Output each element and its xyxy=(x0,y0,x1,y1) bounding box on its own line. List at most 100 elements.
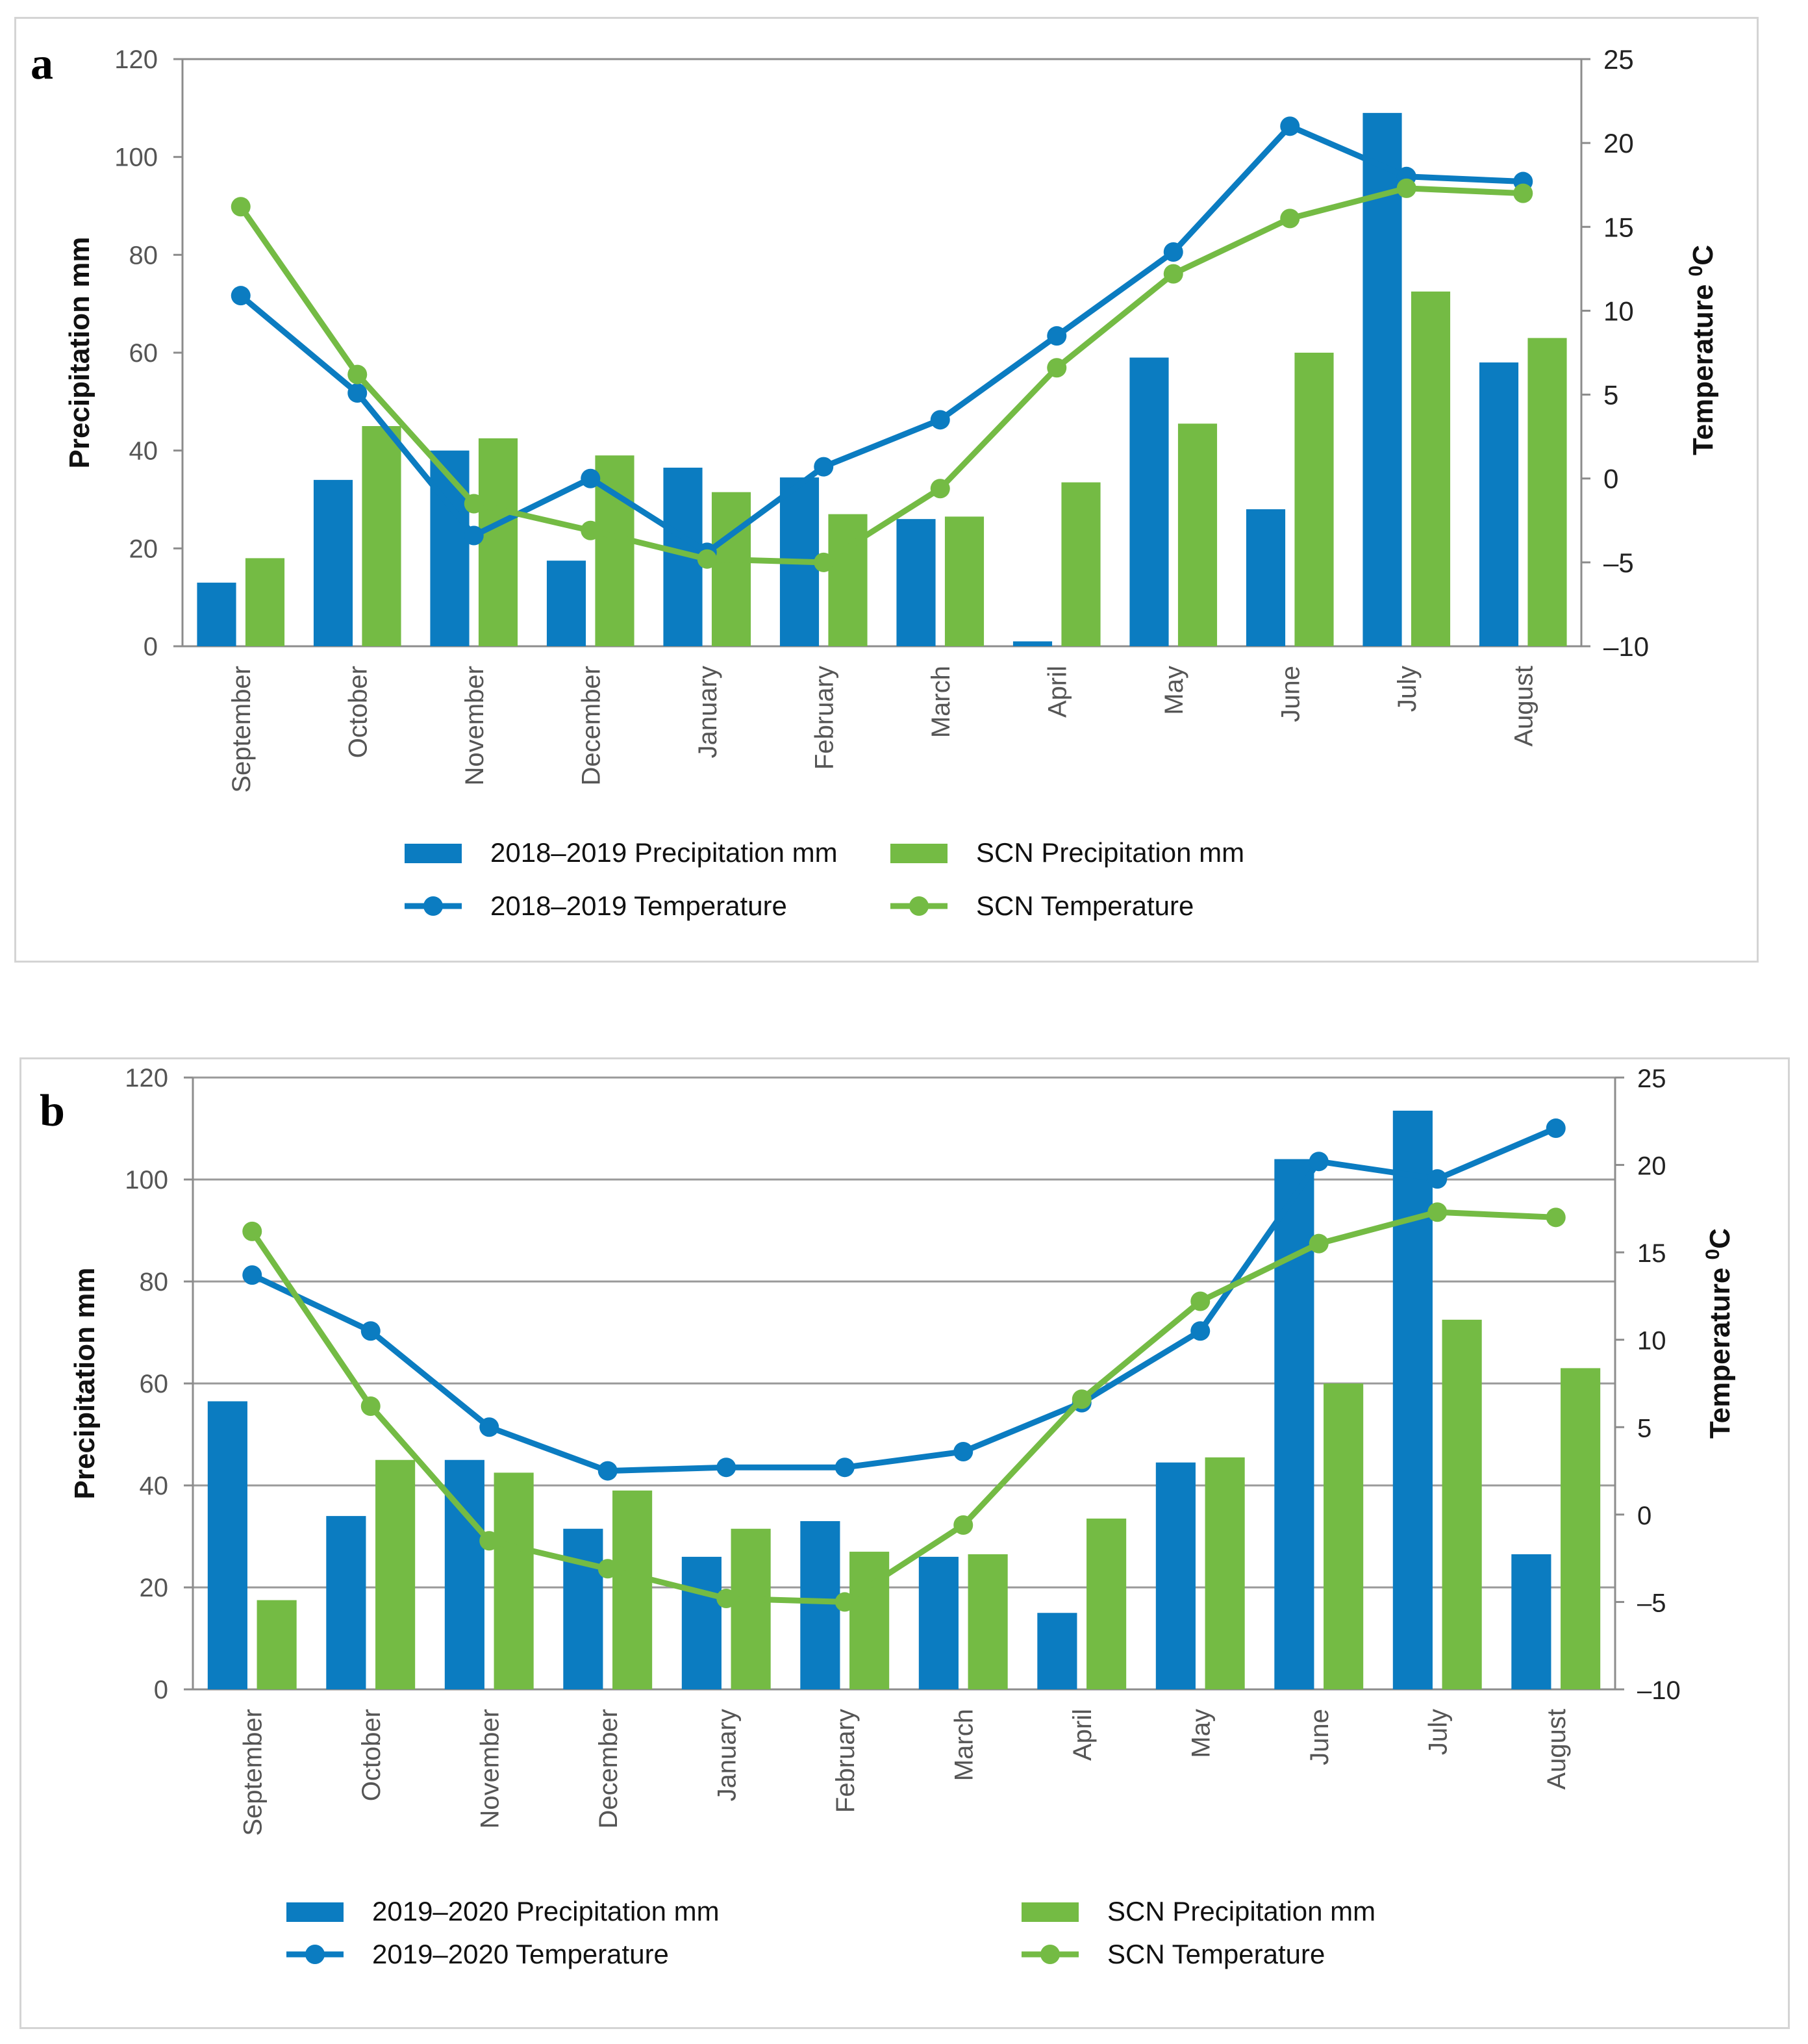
x-tick-label: July xyxy=(1424,1709,1452,1755)
line-point xyxy=(347,383,368,403)
bar xyxy=(681,1556,722,1689)
bar xyxy=(207,1401,247,1689)
line-point xyxy=(930,410,950,430)
bar xyxy=(828,514,868,646)
y2-tick-label: –5 xyxy=(1637,1589,1666,1617)
y2-tick-label: 5 xyxy=(1603,380,1618,410)
y2-axis-title-main: Temperature xyxy=(1687,276,1719,455)
panel-label: a xyxy=(31,39,53,89)
bar xyxy=(313,479,353,646)
bar xyxy=(1155,1462,1196,1689)
y2-tick-label: 20 xyxy=(1637,1152,1666,1181)
line-point xyxy=(1427,1202,1448,1222)
bar xyxy=(1479,362,1519,646)
bar xyxy=(731,1528,771,1689)
legend-label: 2019–2020 Temperature xyxy=(372,1939,669,1969)
y2-tick-label: –5 xyxy=(1603,548,1634,578)
panel-label: b xyxy=(40,1086,65,1136)
bar xyxy=(918,1556,959,1689)
y-axis-title: Precipitation mm xyxy=(64,237,95,469)
line-point xyxy=(814,457,834,477)
bar xyxy=(1442,1319,1482,1689)
chart-a-svg: 0 20 40 60 80 100 120 25 20 15 10 5 0 –5 –10 Precipitat… xyxy=(64,44,1719,921)
x-tick-label: October xyxy=(357,1709,386,1801)
bar xyxy=(1511,1554,1551,1689)
bar xyxy=(896,519,936,646)
line-point xyxy=(1280,208,1300,229)
y-tick-label: 60 xyxy=(140,1370,169,1398)
bar xyxy=(197,583,236,646)
line-point xyxy=(1546,1118,1566,1139)
bar xyxy=(1086,1519,1127,1689)
y-tick-label: 120 xyxy=(125,1064,168,1092)
x-tick-label: April xyxy=(1043,666,1072,718)
x-tick-label: November xyxy=(460,666,489,786)
line-point xyxy=(581,468,601,488)
y2-tick-label: 15 xyxy=(1637,1239,1666,1268)
bar xyxy=(362,426,401,646)
x-tick-label: April xyxy=(1068,1709,1097,1761)
bar xyxy=(430,450,470,646)
line-point xyxy=(581,520,601,540)
y-tick-label: 20 xyxy=(140,1574,169,1602)
legend-swatch-bar xyxy=(286,1902,344,1922)
line-point xyxy=(953,1515,973,1535)
legend-swatch-marker xyxy=(305,1945,325,1964)
line-point xyxy=(1047,358,1067,378)
bar xyxy=(1392,1111,1433,1689)
y2-axis-title: Temperature 0C xyxy=(1685,245,1719,455)
x-tick-label: January xyxy=(712,1709,741,1801)
x-tick-label: July xyxy=(1393,666,1422,712)
series-line xyxy=(251,1125,1557,1474)
line-point xyxy=(242,1265,262,1285)
y2-axis-title-degree: 0 xyxy=(1685,266,1707,277)
x-tick-label: June xyxy=(1276,666,1305,722)
line-point xyxy=(231,197,251,217)
bar xyxy=(1411,291,1451,646)
bar xyxy=(1177,423,1218,646)
bar xyxy=(326,1516,366,1689)
bar xyxy=(1362,112,1402,646)
bar xyxy=(800,1520,840,1689)
line-point xyxy=(1047,326,1067,346)
y2-tick-label: –10 xyxy=(1603,631,1649,662)
line-point xyxy=(1163,242,1183,262)
x-tick-label: May xyxy=(1160,666,1188,715)
line-point xyxy=(716,1589,736,1609)
y2-axis-title-degree: 0 xyxy=(1702,1249,1724,1260)
y-tick-label: 0 xyxy=(154,1676,168,1704)
legend-label: SCN Temperature xyxy=(1107,1939,1325,1969)
bar xyxy=(1129,357,1169,646)
bar xyxy=(1061,482,1101,646)
bar xyxy=(375,1459,416,1689)
line-point xyxy=(835,1592,855,1612)
legend-label: SCN Precipitation mm xyxy=(1107,1896,1375,1926)
line-point xyxy=(835,1457,855,1478)
legend-swatch-marker xyxy=(1040,1945,1060,1964)
bar xyxy=(849,1552,890,1689)
line-point xyxy=(716,1457,736,1478)
y2-tick-label: 5 xyxy=(1637,1414,1651,1443)
line-point xyxy=(360,1321,381,1341)
y2-tick-label: 25 xyxy=(1603,44,1634,75)
x-tick-label: September xyxy=(238,1709,267,1836)
bar xyxy=(1012,641,1053,646)
y-tick-label: 20 xyxy=(129,535,158,563)
series-line xyxy=(249,1209,1556,1605)
bar xyxy=(1561,1368,1601,1689)
y-tick-label: 100 xyxy=(125,1166,168,1194)
x-tick-label: February xyxy=(810,666,838,770)
line-point xyxy=(814,552,834,572)
y2-tick-label: 20 xyxy=(1603,128,1634,158)
y-tick-label: 100 xyxy=(114,144,158,172)
x-tick-label: October xyxy=(344,666,372,758)
line-point xyxy=(697,549,717,569)
bar xyxy=(1246,509,1286,646)
series-line xyxy=(238,185,1524,566)
bar xyxy=(944,516,985,646)
y-tick-label: 40 xyxy=(140,1472,169,1500)
bar xyxy=(711,492,751,646)
legend-swatch-bar xyxy=(1022,1902,1079,1922)
line-point xyxy=(464,525,484,546)
y2-tick-label: –10 xyxy=(1637,1676,1681,1705)
